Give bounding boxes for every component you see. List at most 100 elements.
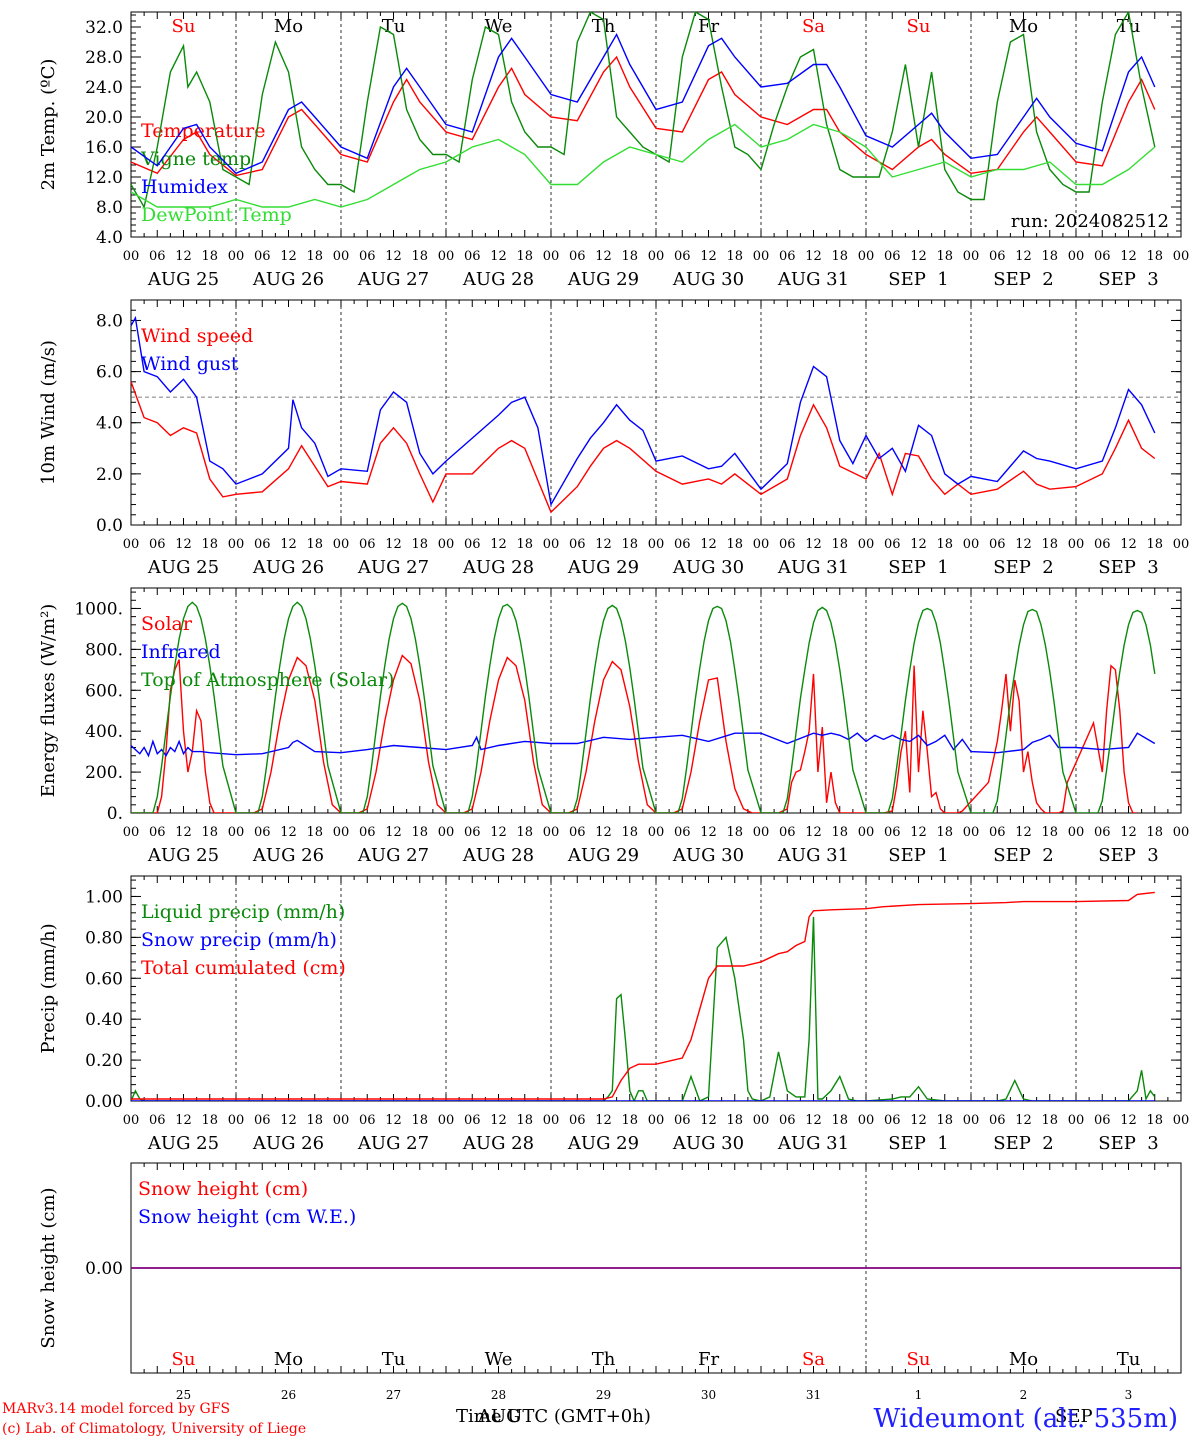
credit-line-2: (c) Lab. of Climatology, University of L… xyxy=(2,1421,306,1437)
series-line-humidex xyxy=(131,32,1156,175)
legend-entry: Humidex xyxy=(141,176,228,198)
hour-label: 18 xyxy=(1041,249,1058,264)
hour-label: 18 xyxy=(411,249,428,264)
hour-label: 18 xyxy=(936,1113,953,1128)
hour-label: 06 xyxy=(1094,537,1111,552)
date-label: AUG 31 xyxy=(777,269,849,290)
hour-label: 12 xyxy=(490,1113,507,1128)
date-label: AUG 31 xyxy=(777,845,849,866)
hour-label: 18 xyxy=(621,249,638,264)
hour-label: 00 xyxy=(543,249,560,264)
hour-label: 18 xyxy=(831,825,848,840)
hour-label: 06 xyxy=(674,825,691,840)
hour-label: 06 xyxy=(569,249,586,264)
weekday-label: Su xyxy=(172,16,196,37)
y-tick-label: 6.0 xyxy=(96,363,123,383)
hour-label: 00 xyxy=(438,537,455,552)
date-label: AUG 31 xyxy=(777,557,849,578)
date-label: SEP 1 xyxy=(888,557,948,578)
hour-label: 12 xyxy=(175,1113,192,1128)
weekday-label: Tu xyxy=(382,1349,406,1370)
hour-label: 00 xyxy=(648,1113,665,1128)
hour-label: 06 xyxy=(149,1113,166,1128)
series-line-dewpoint-temp xyxy=(131,123,1156,208)
hour-label: 06 xyxy=(359,249,376,264)
date-label: AUG 27 xyxy=(357,557,429,578)
hour-label: 06 xyxy=(569,1113,586,1128)
hour-label: 00 xyxy=(333,1113,350,1128)
hour-label: 06 xyxy=(569,537,586,552)
hour-label: 06 xyxy=(989,537,1006,552)
date-label: SEP 1 xyxy=(888,845,948,866)
legend-entry: Liquid precip (mm/h) xyxy=(141,901,345,923)
hour-label: 12 xyxy=(700,537,717,552)
date-label: AUG 28 xyxy=(462,845,534,866)
date-label: AUG 30 xyxy=(672,269,744,290)
date-label: AUG 28 xyxy=(462,1133,534,1154)
weekday-label: Mo xyxy=(1009,1349,1038,1370)
y-tick-label: 2.0 xyxy=(96,465,123,485)
hour-label: 06 xyxy=(464,537,481,552)
run-label: run: 2024082512 xyxy=(1011,211,1169,232)
hour-label: 12 xyxy=(595,249,612,264)
hour-label: 00 xyxy=(543,825,560,840)
panel-wind: 0.0 2.0 4.0 6.0 8.0 10m Wind (m/s) 00 06 12 18 AUG… xyxy=(38,299,1189,578)
hour-label: 12 xyxy=(175,825,192,840)
hour-label: 00 xyxy=(753,537,770,552)
hour-label: 18 xyxy=(201,537,218,552)
hour-label: 06 xyxy=(464,1113,481,1128)
date-label: AUG 30 xyxy=(672,557,744,578)
hour-label: 12 xyxy=(910,249,927,264)
date-label: SEP 1 xyxy=(888,269,948,290)
hour-label: 18 xyxy=(1146,825,1163,840)
hour-label: 12 xyxy=(700,825,717,840)
hour-label: 06 xyxy=(149,537,166,552)
hour-label: 18 xyxy=(726,825,743,840)
y-tick-label: 0.80 xyxy=(85,928,123,948)
day-number-label: 30 xyxy=(701,1388,716,1402)
weekday-label: Su xyxy=(172,1349,196,1370)
y-tick-label: 1000. xyxy=(74,599,123,619)
hour-label: 12 xyxy=(385,825,402,840)
y-axis-label: 2m Temp. (ºC) xyxy=(38,59,59,191)
hour-label: 18 xyxy=(936,825,953,840)
hour-label: 18 xyxy=(516,1113,533,1128)
panel-energy: 0. 200. 400. 600. 800. 1000. Energy fluxes (W/… xyxy=(38,587,1189,866)
weekday-label: Tu xyxy=(1117,1349,1141,1370)
y-tick-label: 0.20 xyxy=(85,1051,123,1071)
hour-label: 00 xyxy=(753,249,770,264)
y-tick-label: 1.00 xyxy=(85,887,123,907)
date-label: AUG 29 xyxy=(567,269,639,290)
hour-label: 18 xyxy=(1041,1113,1058,1128)
hour-label: 06 xyxy=(779,537,796,552)
date-label: SEP 1 xyxy=(888,1133,948,1154)
hour-label: 18 xyxy=(1146,1113,1163,1128)
y-axis-label: Snow height (cm) xyxy=(38,1187,59,1348)
hour-label: 06 xyxy=(989,825,1006,840)
hour-label: 00 xyxy=(438,249,455,264)
hour-label: 12 xyxy=(1015,249,1032,264)
legend-entry: Wind speed xyxy=(141,325,253,347)
hour-label: 00 xyxy=(858,249,875,264)
y-tick-label: 4.0 xyxy=(96,414,123,434)
hour-label: 18 xyxy=(411,825,428,840)
weekday-label: Su xyxy=(907,1349,931,1370)
hour-label: 12 xyxy=(1120,249,1137,264)
hour-label: 00 xyxy=(858,1113,875,1128)
hour-label: 06 xyxy=(1094,825,1111,840)
weekday-label: Th xyxy=(592,16,616,37)
hour-label: 00 xyxy=(438,825,455,840)
weekday-label: Sa xyxy=(802,1349,825,1370)
hour-label: 18 xyxy=(306,249,323,264)
hour-label: 12 xyxy=(910,537,927,552)
date-label: AUG 26 xyxy=(252,1133,324,1154)
date-label: SEP 2 xyxy=(993,845,1053,866)
weekday-label: Mo xyxy=(274,16,303,37)
y-tick-label: 200. xyxy=(85,763,123,783)
series-line-infrared xyxy=(131,732,1156,758)
y-tick-label: 12.0 xyxy=(85,168,123,188)
panel-snow: 0.00 Snow height (cm) Su 25 Mo 26 Tu 27 We 28 Th 29… xyxy=(38,1162,1182,1402)
date-label: SEP 2 xyxy=(993,1133,1053,1154)
hour-label: 06 xyxy=(254,1113,271,1128)
